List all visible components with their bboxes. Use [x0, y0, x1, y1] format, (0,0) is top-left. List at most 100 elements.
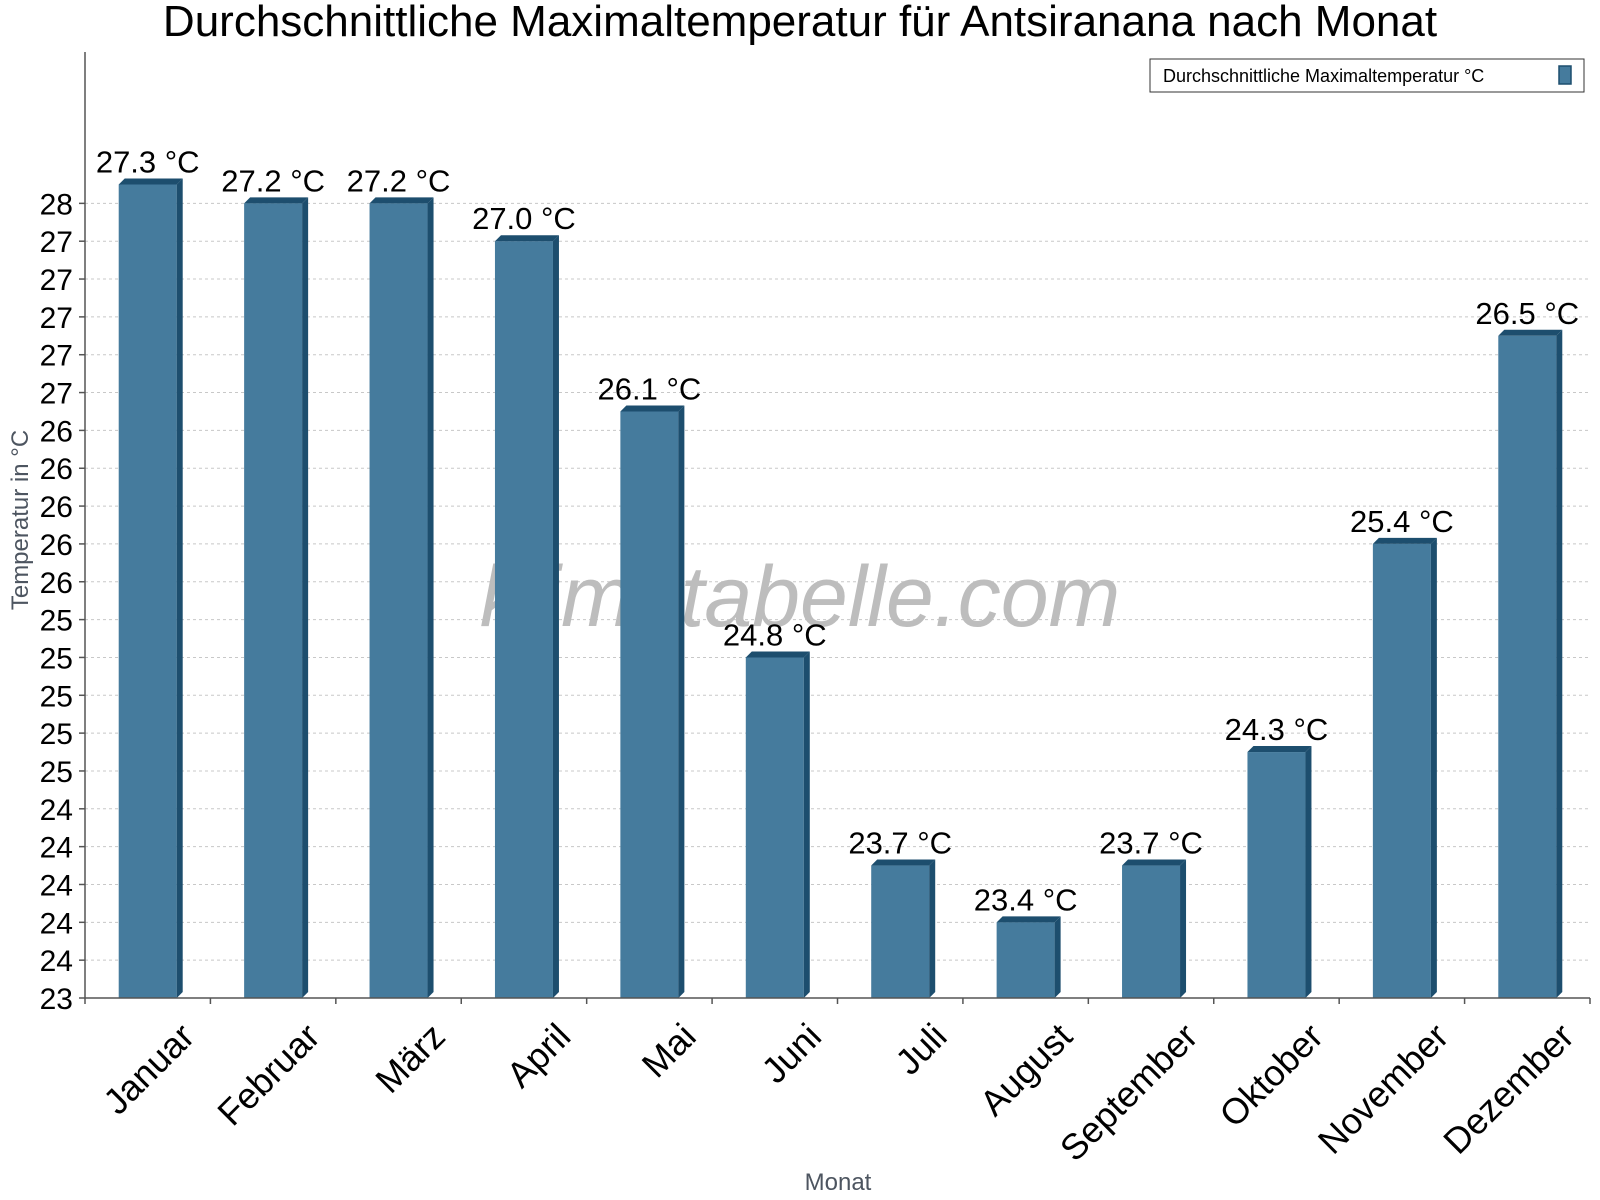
- bar-front: [244, 203, 303, 999]
- bar-side: [552, 235, 559, 998]
- bar: [1247, 746, 1312, 998]
- bar-front: [1498, 335, 1557, 998]
- value-label: 26.1 °C: [598, 371, 702, 406]
- bar-top: [1247, 746, 1312, 753]
- bar-front: [871, 865, 930, 998]
- y-tick-label: 27: [40, 340, 73, 373]
- bar-side: [302, 197, 309, 999]
- bar-top: [620, 405, 685, 412]
- value-labels: 27.3 °C 27.2 °C 27.2 °C 27.0 °C 26.1 °C 24.8 …: [96, 144, 1579, 917]
- value-label: 27.2 °C: [221, 163, 325, 198]
- y-tick-label: 24: [40, 907, 73, 940]
- y-tick-label: 25: [40, 680, 73, 713]
- value-label: 26.5 °C: [1475, 296, 1579, 331]
- bar: [996, 916, 1061, 998]
- x-tick-label: April: [498, 1015, 578, 1095]
- bar-top: [996, 916, 1061, 923]
- y-tick-label: 26: [40, 453, 73, 486]
- bar-top: [244, 197, 309, 204]
- watermark: klimatabelle.com: [480, 549, 1120, 645]
- bar-top: [1372, 537, 1437, 544]
- bar-side: [176, 178, 183, 998]
- y-tick-label: 25: [40, 756, 73, 789]
- value-label: 23.7 °C: [1099, 826, 1203, 861]
- value-label: 24.3 °C: [1225, 712, 1329, 747]
- value-label: 27.0 °C: [472, 201, 576, 236]
- bar-top: [1498, 329, 1563, 336]
- bar: [369, 197, 434, 999]
- y-tick-label: 26: [40, 529, 73, 562]
- bar-side: [1430, 537, 1437, 998]
- value-label: 23.4 °C: [974, 882, 1078, 917]
- x-tick-label: September: [1052, 1015, 1206, 1169]
- bar-side: [1556, 329, 1563, 998]
- y-tick-label: 26: [40, 567, 73, 600]
- legend-swatch: [1558, 65, 1572, 85]
- bar-front: [1372, 543, 1431, 998]
- bar: [745, 651, 810, 998]
- grid-lines: [85, 202, 1590, 961]
- y-tick-label: 24: [40, 869, 73, 902]
- bar-side: [427, 197, 434, 999]
- bar: [1372, 537, 1437, 998]
- legend-label: Durchschnittliche Maximaltemperatur °C: [1163, 66, 1484, 86]
- bars: [118, 178, 1563, 999]
- bar: [1122, 859, 1187, 998]
- bar: [494, 235, 559, 998]
- bar: [620, 405, 685, 999]
- bar-side: [1180, 859, 1187, 998]
- bar-front: [745, 657, 804, 998]
- y-tick-label: 24: [40, 945, 73, 978]
- bar: [244, 197, 309, 999]
- bar-top: [118, 178, 183, 185]
- x-axis-title: Monat: [805, 1169, 872, 1196]
- bar-front: [996, 922, 1055, 998]
- bar-side: [1054, 916, 1061, 998]
- bar: [118, 178, 183, 998]
- value-label: 24.8 °C: [723, 617, 827, 652]
- y-tick-label: 23: [40, 983, 73, 1016]
- value-label: 27.3 °C: [96, 144, 200, 179]
- x-tick-label: Juli: [887, 1015, 954, 1082]
- y-tick-label: 24: [40, 832, 73, 865]
- bar-top: [871, 859, 936, 866]
- x-tick-label: Februar: [209, 1015, 327, 1133]
- bar-front: [369, 203, 428, 999]
- y-tick-label: 25: [40, 642, 73, 675]
- y-tick-label: 24: [40, 794, 73, 827]
- y-ticks: 23 24 24 24 24 24 25 25 25 25 25 26 26 26 26 26 27 27 27 27…: [40, 188, 85, 1016]
- x-tick-label: Januar: [95, 1015, 202, 1122]
- bar: [871, 859, 936, 998]
- chart-title: Durchschnittliche Maximaltemperatur für …: [163, 0, 1437, 46]
- y-tick-label: 25: [40, 605, 73, 638]
- bar-top: [494, 235, 559, 242]
- x-tick-label: März: [367, 1015, 453, 1101]
- x-tick-label: August: [972, 1015, 1080, 1123]
- y-tick-label: 28: [40, 188, 73, 221]
- bar-top: [745, 651, 810, 658]
- bar-front: [1247, 752, 1306, 998]
- value-label: 25.4 °C: [1350, 504, 1454, 539]
- legend: Durchschnittliche Maximaltemperatur °C: [1149, 58, 1585, 93]
- bar: [1498, 329, 1563, 998]
- value-label: 23.7 °C: [848, 826, 952, 861]
- y-tick-label: 27: [40, 264, 73, 297]
- y-tick-label: 27: [40, 226, 73, 259]
- legend-box: [1149, 58, 1585, 93]
- bar-side: [1305, 746, 1312, 998]
- bar-side: [929, 859, 936, 998]
- bar-top: [369, 197, 434, 204]
- x-tick-label: Mai: [634, 1015, 704, 1085]
- bar-front: [118, 184, 177, 998]
- x-tick-label: Oktober: [1211, 1015, 1331, 1135]
- bar-front: [494, 241, 553, 998]
- x-ticks: Januar Februar März April Mai Juni Juli AugustS…: [84, 998, 1591, 1169]
- y-tick-label: 26: [40, 491, 73, 524]
- bar-top: [1122, 859, 1187, 866]
- y-tick-label: 27: [40, 302, 73, 335]
- x-tick-label: November: [1310, 1015, 1456, 1161]
- y-tick-label: 26: [40, 415, 73, 448]
- x-tick-label: Juni: [753, 1015, 829, 1091]
- y-tick-label: 25: [40, 718, 73, 751]
